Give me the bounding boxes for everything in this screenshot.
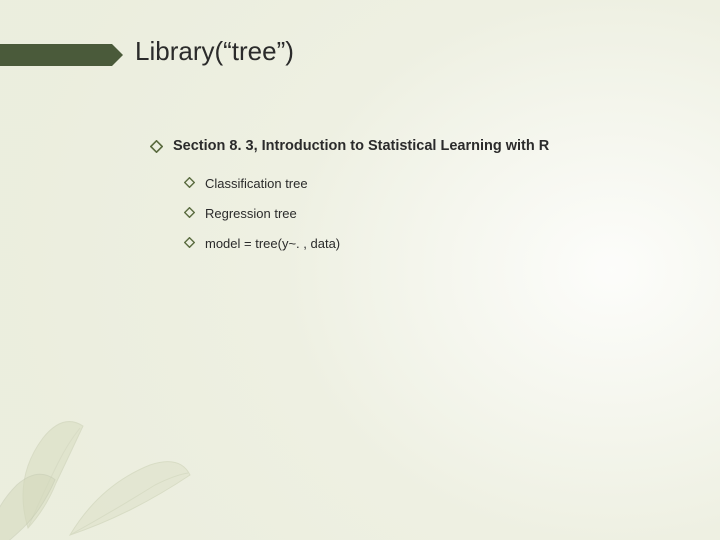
list-item-text: Regression tree xyxy=(205,206,297,221)
list-item-text: Section 8. 3, Introduction to Statistica… xyxy=(173,138,549,154)
diamond-bullet-icon xyxy=(184,177,195,188)
bullet-list: Section 8. 3, Introduction to Statistica… xyxy=(150,138,549,266)
leaf-decoration xyxy=(60,440,200,540)
diamond-bullet-icon xyxy=(184,237,195,248)
list-item: Classification tree xyxy=(184,176,549,191)
diamond-bullet-icon xyxy=(150,140,163,153)
diamond-bullet-icon xyxy=(184,207,195,218)
list-item: Section 8. 3, Introduction to Statistica… xyxy=(150,138,549,154)
list-item-text: model = tree(y~. , data) xyxy=(205,236,340,251)
list-item: Regression tree xyxy=(184,206,549,221)
list-item-text: Classification tree xyxy=(205,176,308,191)
page-title: Library(“tree”) xyxy=(135,36,294,67)
list-item: model = tree(y~. , data) xyxy=(184,236,549,251)
title-accent-bar xyxy=(0,44,112,66)
